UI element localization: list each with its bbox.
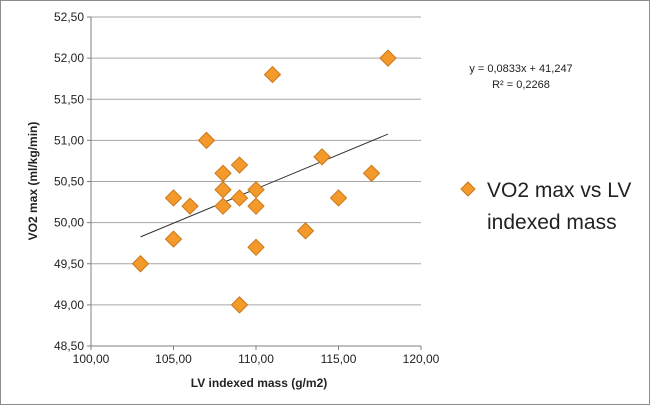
x-tick-label: 115,00 xyxy=(321,352,357,366)
x-tick-label: 105,00 xyxy=(155,352,192,366)
data-point xyxy=(230,189,249,207)
y-tick-label: 50,50 xyxy=(54,175,84,189)
tick-labels: 48,50 49,00 49,50 50,00 50,50 51,00 51,50 52,00… xyxy=(54,10,440,366)
x-tick-label: 100,00 xyxy=(73,352,110,366)
data-point xyxy=(296,222,315,240)
data-point xyxy=(263,65,282,84)
data-point xyxy=(197,131,216,150)
data-point xyxy=(313,148,331,166)
legend-entry-label: VO2 max vs LV indexed mass xyxy=(487,179,637,234)
trendline-layer xyxy=(140,133,389,238)
y-axis-title: VO2 max (ml/kg/min) xyxy=(26,122,40,241)
data-point xyxy=(247,238,265,257)
axes xyxy=(87,16,422,350)
y-tick-label: 51,00 xyxy=(54,133,84,147)
legend: VO2 max vs LV indexed mass xyxy=(460,179,637,234)
data-point xyxy=(362,164,381,182)
x-tick-label: 120,00 xyxy=(403,352,440,366)
y-tick-label: 51,50 xyxy=(54,92,84,106)
data-point xyxy=(247,181,265,199)
trendline-r2: R² = 0,2268 xyxy=(492,79,550,91)
y-tick-label: 52,50 xyxy=(54,10,84,24)
data-point xyxy=(164,230,183,248)
data-points xyxy=(131,49,397,314)
data-point xyxy=(230,296,249,314)
trendline xyxy=(140,133,389,238)
y-tick-label: 49,00 xyxy=(54,298,84,312)
data-point xyxy=(379,49,397,67)
data-point xyxy=(214,181,232,199)
y-tick-label: 49,50 xyxy=(54,257,84,271)
data-point xyxy=(181,197,199,215)
data-point xyxy=(329,189,348,207)
x-axis-title: LV indexed mass (g/m2) xyxy=(191,376,327,390)
data-point xyxy=(247,197,265,215)
data-point xyxy=(131,255,150,273)
x-tick-label: 110,00 xyxy=(238,352,274,366)
y-tick-label: 50,00 xyxy=(54,216,84,230)
legend-marker xyxy=(460,181,476,197)
data-point xyxy=(214,197,232,215)
trendline-equation: y = 0,0833x + 41,247 xyxy=(469,63,572,75)
y-tick-label: 48,50 xyxy=(54,339,84,353)
y-tick-label: 52,00 xyxy=(54,51,84,65)
data-point xyxy=(164,189,183,207)
data-point xyxy=(214,164,232,182)
data-point xyxy=(230,156,249,174)
